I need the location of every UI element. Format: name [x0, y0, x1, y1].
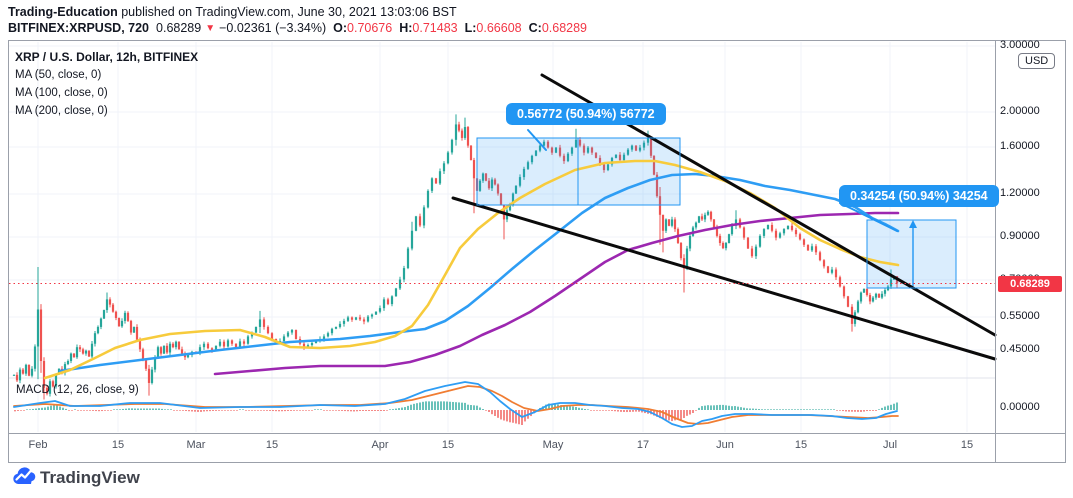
price-axis-tick: 1.20000 [1000, 187, 1040, 199]
price-change: −0.02361 (−3.34%) [219, 21, 327, 35]
time-axis-tick: Jul [882, 439, 898, 451]
high-label: H: [399, 21, 413, 35]
time-axis-tick: 15 [265, 439, 279, 451]
time-axis-tick: 17 [636, 439, 650, 451]
symbol-header: BITFINEX:XRPUSD, 720 0.68289 ▼ −0.02361 (−3… [8, 21, 587, 35]
publish-info: published on TradingView.com, June 30, 2… [117, 5, 457, 19]
price-axis-tick: 0.00000 [1000, 401, 1040, 413]
price-axis-tick: 0.90000 [1000, 230, 1040, 242]
time-axis-tick: May [542, 439, 564, 451]
open-value: 0.70676 [347, 21, 393, 35]
time-axis-tick: Feb [28, 439, 48, 451]
close-value: 0.68289 [541, 21, 587, 35]
price-axis-tick: 3.00000 [1000, 39, 1040, 51]
macd-legend[interactable]: MACD (12, 26, close, 9) [16, 384, 139, 396]
last-price-badge: 0.68289 [998, 276, 1062, 292]
currency-toggle-badge[interactable]: USD [1018, 53, 1056, 69]
chart-legend-ma200[interactable]: MA (200, close, 0) [15, 105, 108, 117]
last-price: 0.68289 [156, 21, 202, 35]
low-label: L: [464, 21, 477, 35]
price-axis-tick: 1.60000 [1000, 140, 1040, 152]
price-down-icon: ▼ [205, 23, 216, 34]
time-axis-tick: 15 [441, 439, 455, 451]
close-label: C: [528, 21, 542, 35]
high-value: 0.71483 [412, 21, 458, 35]
time-axis-tick: 15 [960, 439, 974, 451]
fib-label-lower[interactable]: 0.34254 (50.94%) 34254 [839, 185, 999, 207]
low-value: 0.66608 [476, 21, 522, 35]
open-label: O: [333, 21, 348, 35]
time-axis-tick: Apr [371, 439, 389, 451]
tradingview-brand-link[interactable]: TradingView [40, 468, 140, 487]
publisher-name: Trading-Education [8, 5, 118, 19]
chart-legend-ma100[interactable]: MA (100, close, 0) [15, 87, 108, 99]
price-axis-tick: 0.45000 [1000, 343, 1040, 355]
time-axis-tick: 15 [111, 439, 125, 451]
time-axis-tick: 15 [794, 439, 808, 451]
chart-legend-ma50[interactable]: MA (50, close, 0) [15, 69, 102, 81]
price-axis-tick: 2.00000 [1000, 105, 1040, 117]
fib-label-upper[interactable]: 0.56772 (50.94%) 56772 [506, 103, 666, 125]
symbol-name: BITFINEX:XRPUSD, 720 [8, 21, 150, 35]
time-axis-tick: Jun [716, 439, 734, 451]
price-axis-tick: 0.55000 [1000, 310, 1040, 322]
chart-legend-title[interactable]: XRP / U.S. Dollar, 12h, BITFINEX [15, 50, 199, 64]
publish-header: Trading-Education published on TradingVi… [8, 5, 457, 19]
time-axis-tick: Mar [186, 439, 206, 451]
